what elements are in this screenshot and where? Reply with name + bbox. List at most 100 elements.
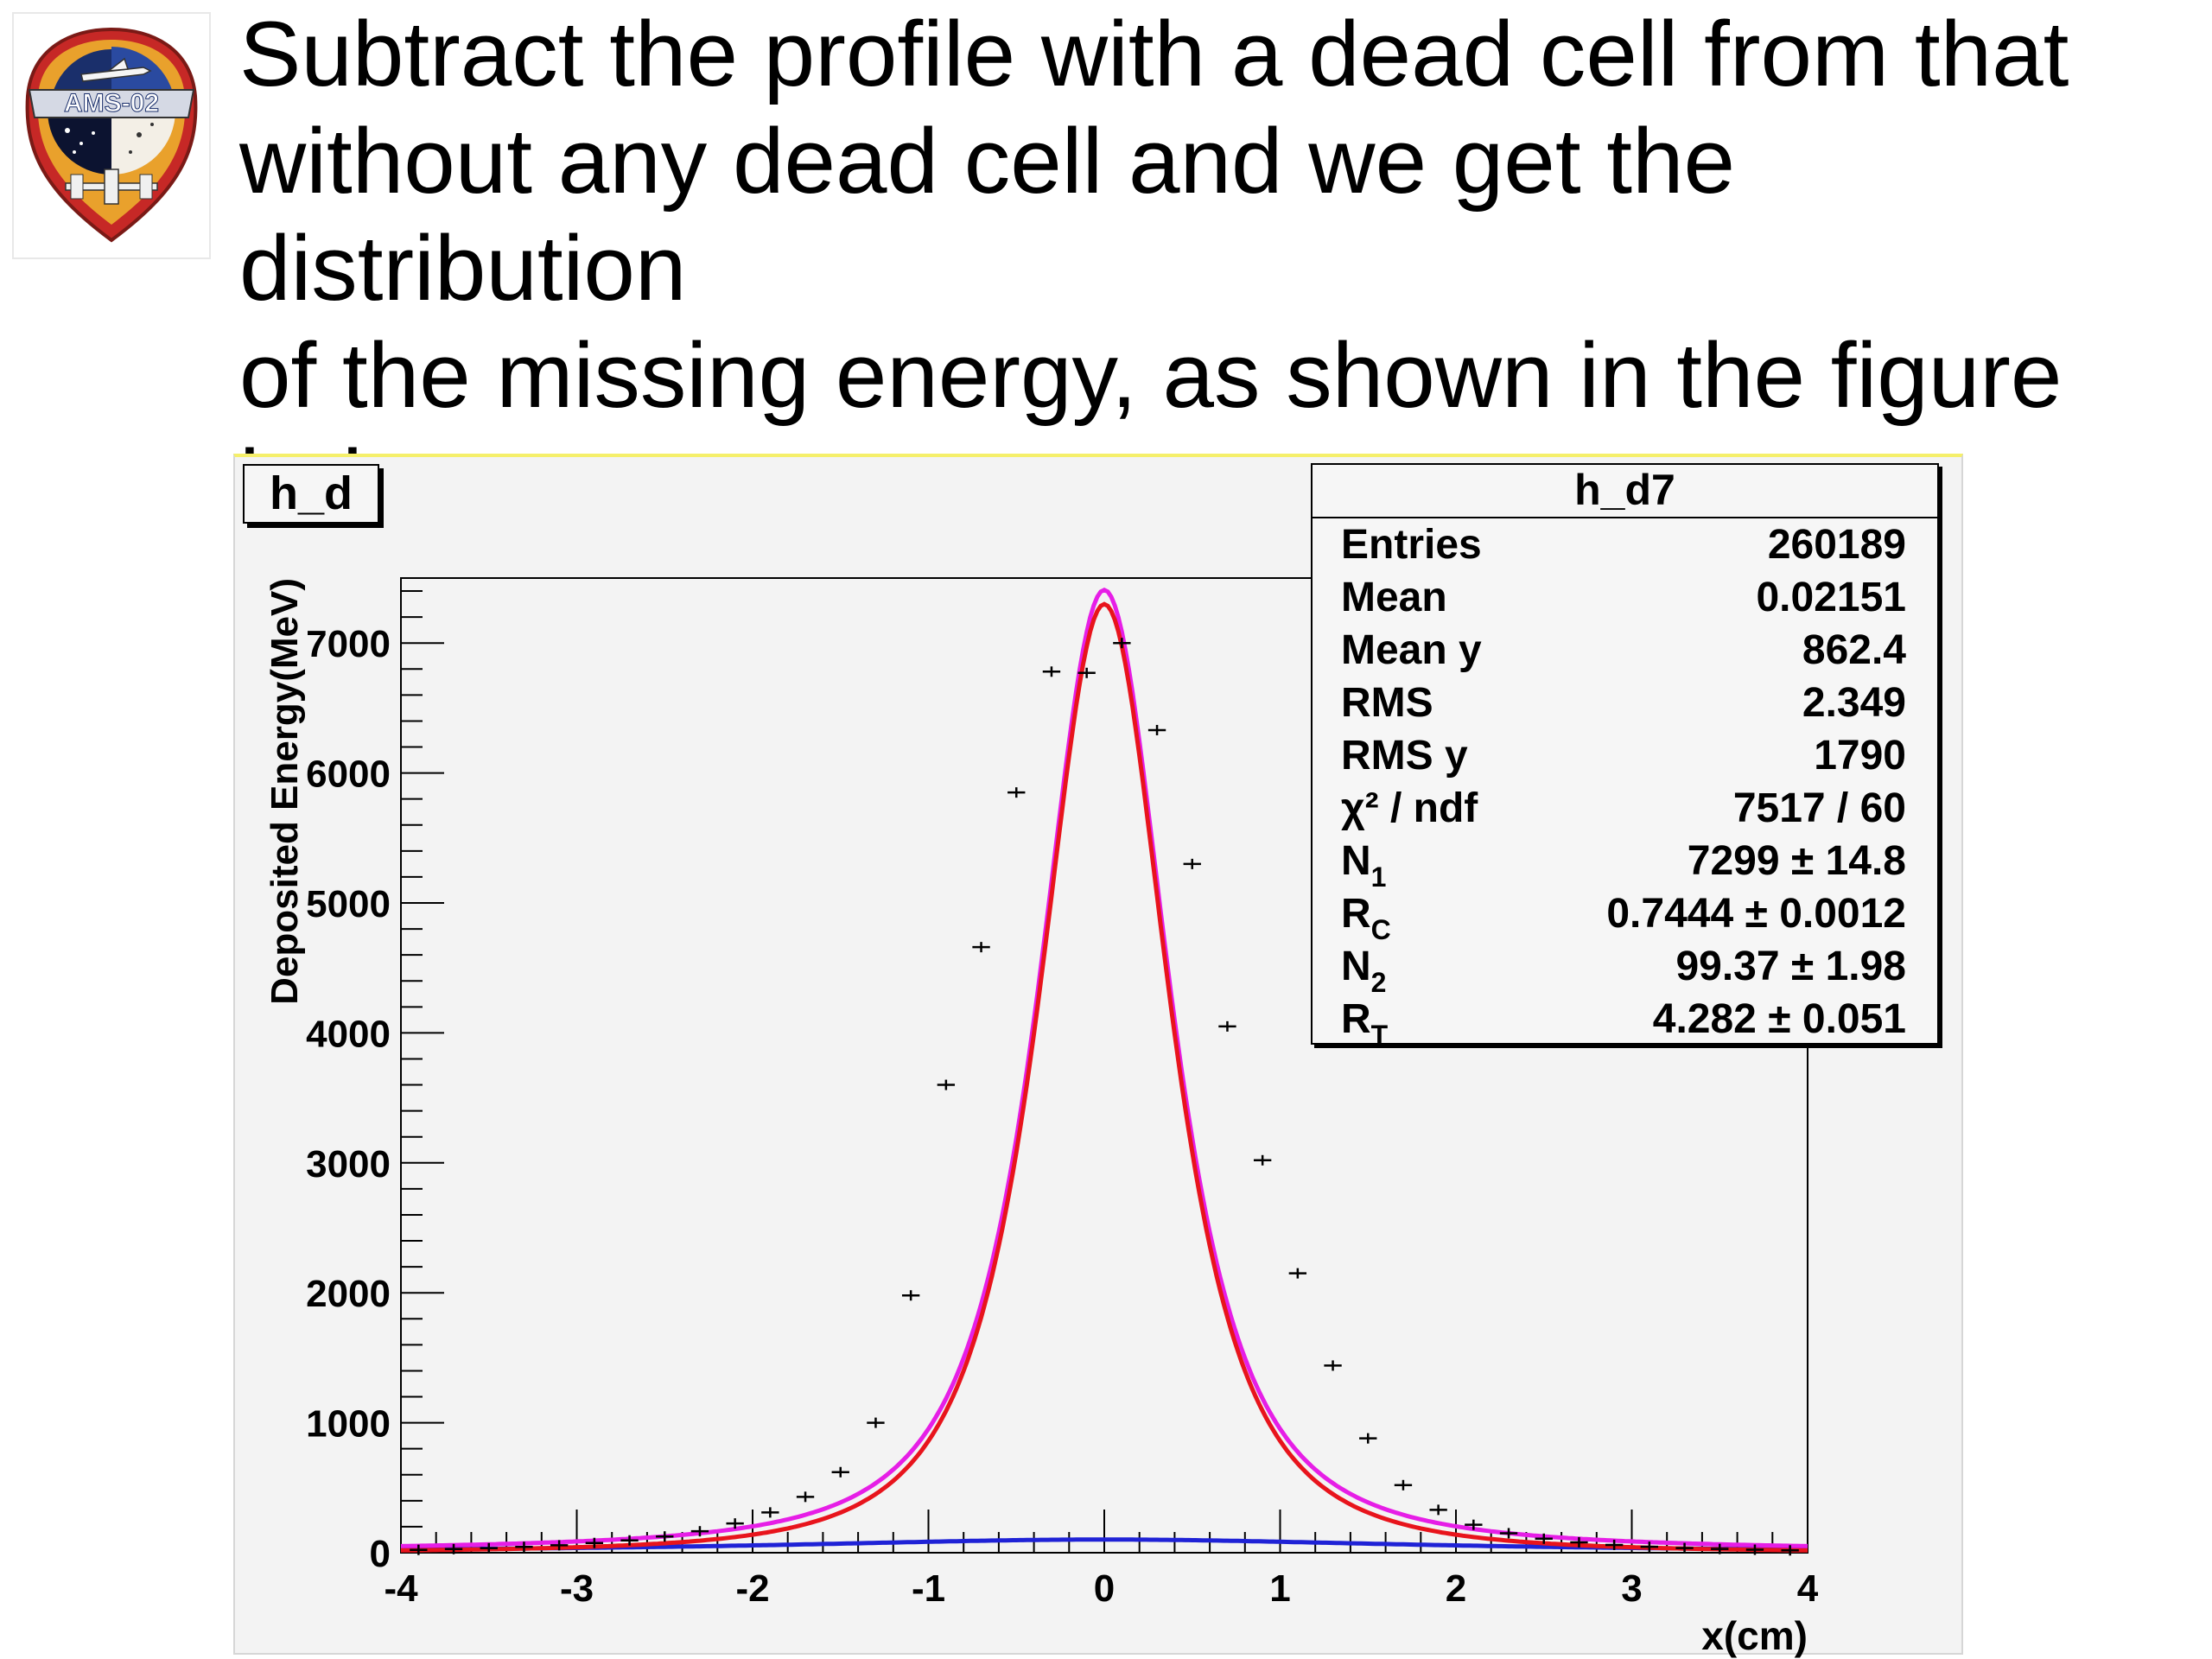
data-point [444, 1543, 463, 1554]
data-point [1183, 858, 1201, 869]
data-point [1359, 1433, 1377, 1444]
data-point [1147, 724, 1166, 735]
stats-label: χ² / ndf [1341, 785, 1478, 831]
stats-row: Mean 0.02151 [1313, 571, 1937, 624]
x-tick-label: -1 [912, 1567, 945, 1610]
x-tick-label: 1 [1269, 1567, 1290, 1610]
data-point [620, 1535, 639, 1546]
stats-value: 0.7444 ± 0.0012 [1606, 891, 1906, 937]
stats-value: 862.4 [1802, 627, 1906, 673]
stats-label: N1 [1341, 838, 1387, 893]
data-point [761, 1507, 779, 1518]
stats-value: 7299 ± 14.8 [1687, 838, 1906, 884]
data-point [1394, 1479, 1413, 1491]
stats-value: 7517 / 60 [1732, 785, 1906, 831]
stats-label: RMS y [1341, 733, 1468, 779]
data-point [1570, 1536, 1588, 1548]
data-point [937, 1079, 956, 1090]
stats-label-subscript: C [1370, 914, 1391, 945]
stats-label: Mean [1341, 575, 1447, 620]
x-tick-label: -3 [560, 1567, 594, 1610]
stats-row: N2 99.37 ± 1.98 [1313, 940, 1937, 996]
fit-curve-blue [401, 1537, 1808, 1552]
y-tick-label: 4000 [306, 1013, 391, 1055]
x-axis-title: x(cm) [1701, 1613, 1808, 1658]
data-point [1781, 1545, 1799, 1556]
data-point [656, 1531, 674, 1542]
data-point [1640, 1541, 1659, 1553]
data-point [901, 1290, 920, 1301]
histogram-figure: 0 1000 2000 3000 4000 5000 6000 7000 -4 -3 -2 -1 0 1 2… [233, 454, 1963, 1658]
stats-row: RT 4.282 ± 0.051 [1313, 993, 1937, 1051]
y-axis-title: Deposited Energy(MeV) [264, 578, 306, 1005]
slide-text-line: of the missing energy, as shown in the f… [239, 323, 2063, 427]
y-tick-label: 2000 [306, 1273, 391, 1315]
data-point [1288, 1268, 1307, 1279]
stats-label: Entries [1341, 522, 1482, 568]
stats-label: RC [1341, 891, 1391, 945]
x-tick-label: 4 [1797, 1567, 1819, 1610]
data-point [515, 1541, 533, 1553]
ams-02-logo: AMS-02 [12, 12, 211, 259]
stats-value: 4.282 ± 0.051 [1652, 996, 1906, 1042]
stats-row: N1 7299 ± 14.8 [1313, 835, 1937, 893]
y-tick-label: 7000 [306, 623, 391, 665]
stats-title: h_d7 [1313, 465, 1937, 518]
stats-value: 1790 [1814, 733, 1906, 779]
stats-value: 2.349 [1802, 680, 1906, 726]
data-point [1535, 1533, 1553, 1544]
y-tick-label: 1000 [306, 1403, 391, 1446]
data-point [1605, 1539, 1624, 1550]
x-tick-label: 2 [1446, 1567, 1466, 1610]
data-point [726, 1518, 744, 1529]
x-tick-label: 0 [1094, 1567, 1115, 1610]
x-tick-label: -4 [384, 1567, 418, 1610]
y-tick-label: 0 [370, 1533, 391, 1575]
data-point [1711, 1543, 1729, 1554]
data-point [1499, 1528, 1518, 1539]
histogram-title: h_d [243, 464, 379, 524]
stats-label: Mean y [1341, 627, 1482, 673]
data-point [1324, 1360, 1342, 1371]
stats-rows: Entries 260189 Mean 0.02151 Mean y 862.4 RMS 2.… [1313, 518, 1937, 1051]
stats-value: 260189 [1767, 522, 1906, 568]
svg-text:AMS-02: AMS-02 [64, 89, 159, 118]
x-tick-label: -2 [735, 1567, 769, 1610]
stats-label-subscript: 2 [1370, 967, 1387, 998]
data-point [1745, 1544, 1764, 1555]
stats-row: Entries 260189 [1313, 518, 1937, 571]
data-point [1218, 1020, 1236, 1032]
data-point [480, 1542, 498, 1554]
fit-curve-magenta [400, 588, 1808, 1548]
stats-label-subscript: 1 [1370, 861, 1387, 893]
stats-row: RMS 2.349 [1313, 677, 1937, 729]
data-point [972, 942, 990, 953]
data-point [1007, 787, 1026, 798]
data-point [867, 1417, 885, 1428]
data-point [1113, 638, 1131, 649]
stats-box: h_d7 Entries 260189 Mean 0.02151 Mean y 862.4… [1311, 463, 1939, 1051]
stats-row: χ² / ndf 7517 / 60 [1313, 782, 1937, 835]
stats-row: RC 0.7444 ± 0.0012 [1313, 887, 1937, 945]
stats-row: RMS y 1790 [1313, 729, 1937, 782]
data-point [585, 1537, 604, 1548]
data-point [796, 1491, 815, 1503]
stats-row: Mean y 862.4 [1313, 624, 1937, 677]
data-point [1077, 667, 1096, 678]
data-point [1675, 1542, 1694, 1554]
stats-label: RMS [1341, 680, 1433, 726]
data-point [1465, 1519, 1483, 1530]
stats-label-subscript: T [1370, 1020, 1389, 1051]
fit-curve-red [401, 601, 1808, 1553]
data-point [1253, 1154, 1272, 1166]
stats-value: 99.37 ± 1.98 [1675, 944, 1906, 989]
y-tick-label: 5000 [306, 883, 391, 925]
stats-value: 0.02151 [1756, 575, 1906, 620]
slide-text-line: Subtract the profile with a dead cell fr… [239, 2, 2069, 105]
slide-text-line: without any dead cell and we get the dis… [239, 109, 1736, 320]
stats-label: RT [1341, 996, 1389, 1051]
x-tick-label: 3 [1621, 1567, 1642, 1610]
data-point [831, 1466, 849, 1478]
data-point [550, 1540, 569, 1551]
y-tick-label: 6000 [306, 753, 391, 796]
